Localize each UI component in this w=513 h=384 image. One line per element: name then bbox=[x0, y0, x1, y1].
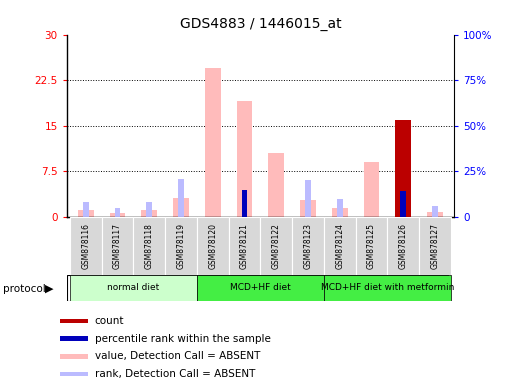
Bar bbox=[300, 200, 316, 217]
Bar bbox=[197, 275, 324, 301]
Text: value, Detection Call = ABSENT: value, Detection Call = ABSENT bbox=[94, 351, 260, 361]
Title: GDS4883 / 1446015_at: GDS4883 / 1446015_at bbox=[180, 17, 341, 31]
Bar bbox=[432, 206, 438, 217]
Bar bbox=[396, 214, 411, 217]
Bar bbox=[396, 120, 411, 217]
Bar bbox=[110, 213, 125, 217]
Bar bbox=[427, 212, 443, 217]
Bar bbox=[332, 208, 348, 217]
Bar bbox=[261, 217, 292, 275]
Text: GSM878125: GSM878125 bbox=[367, 223, 376, 269]
Bar bbox=[268, 153, 284, 217]
Bar bbox=[70, 275, 197, 301]
Text: count: count bbox=[94, 316, 124, 326]
Bar bbox=[114, 208, 121, 217]
Text: GSM878127: GSM878127 bbox=[430, 223, 440, 269]
Bar bbox=[146, 202, 152, 217]
Text: normal diet: normal diet bbox=[107, 283, 160, 293]
Bar bbox=[205, 68, 221, 217]
Bar bbox=[165, 217, 197, 275]
Bar bbox=[364, 162, 380, 217]
Text: protocol: protocol bbox=[3, 284, 45, 294]
Bar bbox=[229, 217, 261, 275]
Bar bbox=[305, 180, 311, 217]
Text: rank, Detection Call = ABSENT: rank, Detection Call = ABSENT bbox=[94, 369, 255, 379]
Bar bbox=[141, 210, 157, 217]
Bar bbox=[236, 101, 252, 217]
Bar bbox=[60, 319, 88, 323]
Text: GSM878119: GSM878119 bbox=[176, 223, 186, 269]
Bar bbox=[78, 210, 94, 217]
Text: GSM878121: GSM878121 bbox=[240, 223, 249, 269]
Bar bbox=[356, 217, 387, 275]
Bar bbox=[292, 217, 324, 275]
Text: MCD+HF diet with metformin: MCD+HF diet with metformin bbox=[321, 283, 454, 293]
Text: MCD+HF diet: MCD+HF diet bbox=[230, 283, 291, 293]
Text: GSM878124: GSM878124 bbox=[335, 223, 344, 269]
Bar bbox=[400, 192, 406, 217]
Bar bbox=[178, 179, 184, 217]
Bar bbox=[337, 199, 343, 217]
Bar bbox=[60, 336, 88, 341]
Text: GSM878122: GSM878122 bbox=[272, 223, 281, 269]
Bar bbox=[242, 190, 247, 217]
Text: GSM878117: GSM878117 bbox=[113, 223, 122, 269]
Bar bbox=[60, 372, 88, 376]
Text: ▶: ▶ bbox=[45, 284, 53, 294]
Bar bbox=[60, 354, 88, 359]
Bar bbox=[387, 217, 419, 275]
Bar bbox=[70, 217, 102, 275]
Bar bbox=[197, 217, 229, 275]
Bar bbox=[324, 275, 451, 301]
Text: GSM878120: GSM878120 bbox=[208, 223, 217, 269]
Bar bbox=[173, 197, 189, 217]
Text: GSM878118: GSM878118 bbox=[145, 223, 154, 269]
Text: GSM878116: GSM878116 bbox=[81, 223, 90, 269]
Bar bbox=[133, 217, 165, 275]
Bar bbox=[83, 202, 89, 217]
Bar bbox=[419, 217, 451, 275]
Bar bbox=[324, 217, 356, 275]
Bar bbox=[102, 217, 133, 275]
Text: percentile rank within the sample: percentile rank within the sample bbox=[94, 334, 270, 344]
Text: GSM878126: GSM878126 bbox=[399, 223, 408, 269]
Text: GSM878123: GSM878123 bbox=[304, 223, 312, 269]
